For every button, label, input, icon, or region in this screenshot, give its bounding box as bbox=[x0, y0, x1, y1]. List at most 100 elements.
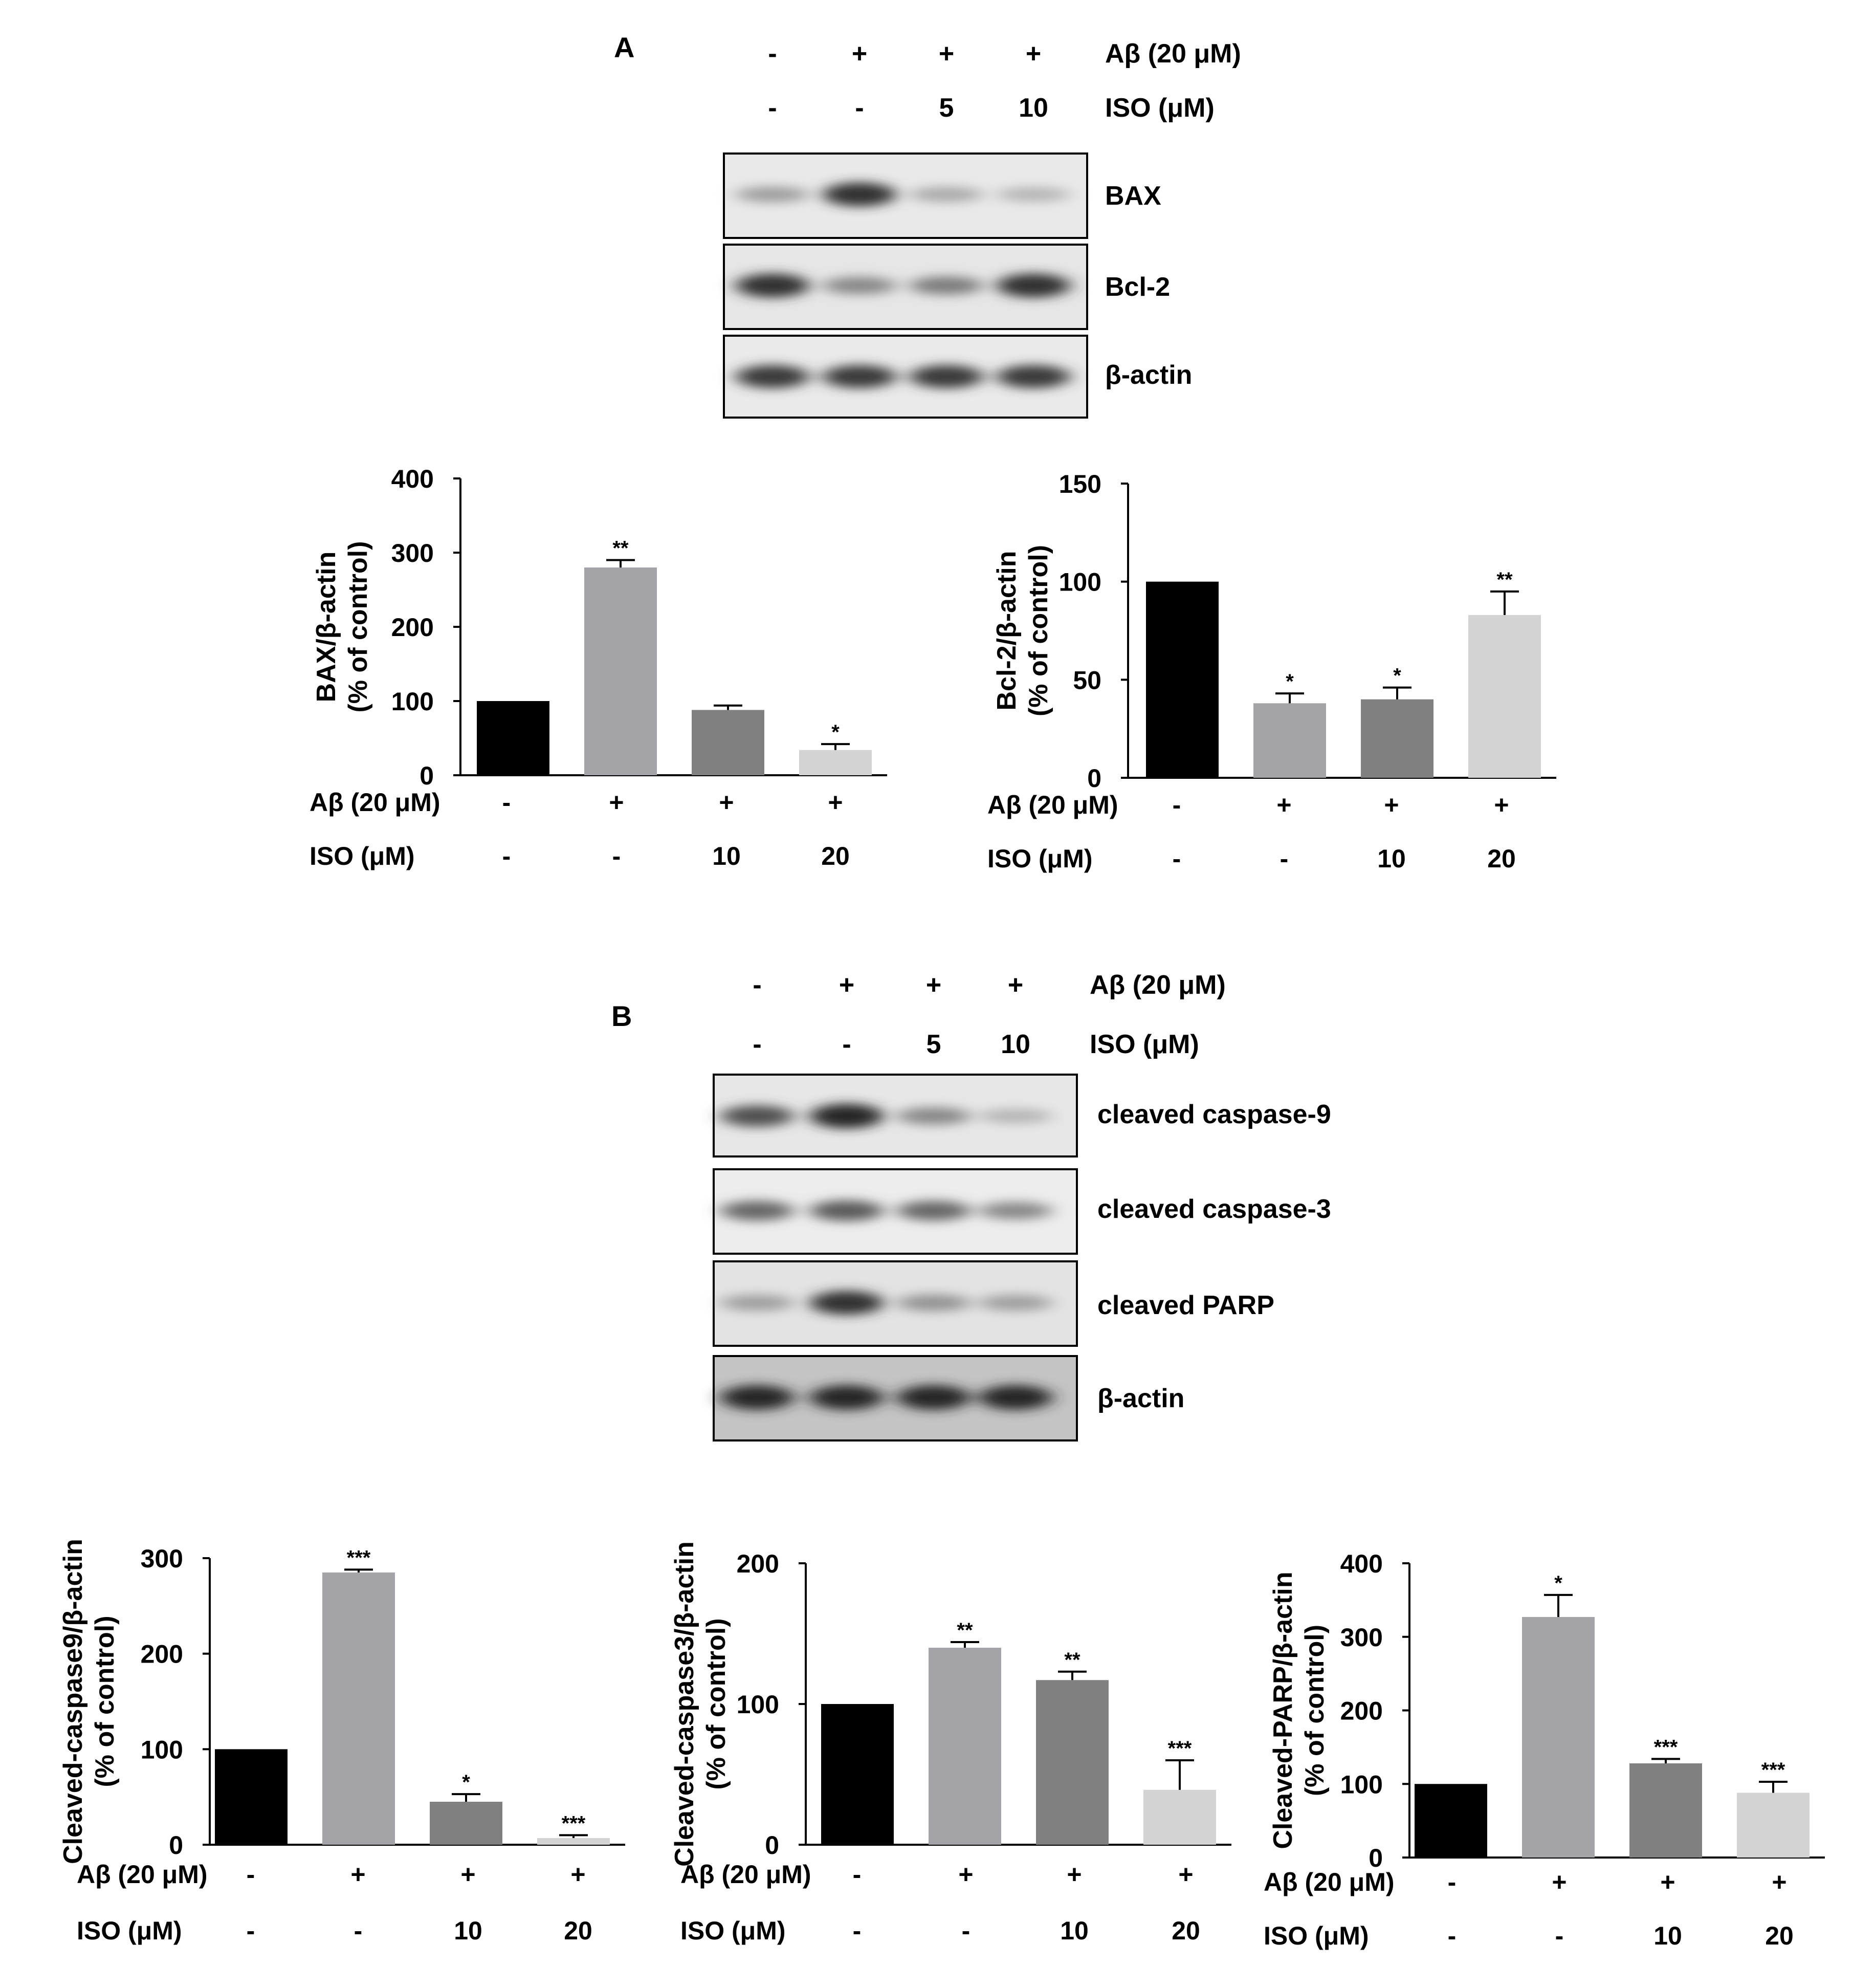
treatment-value: - bbox=[247, 1860, 255, 1889]
blot-band bbox=[897, 1200, 970, 1221]
bar bbox=[929, 1648, 1001, 1845]
blot-a-strip-label: Bcl-2 bbox=[1105, 272, 1170, 302]
bar bbox=[1361, 699, 1433, 778]
blot-band bbox=[810, 1291, 884, 1315]
bar-chart: 0 100 200 300 400 Cleaved-PARP/β-actin(% of c… bbox=[1264, 1549, 1825, 1950]
treatment-value: 20 bbox=[1487, 844, 1516, 873]
blot-band bbox=[810, 1103, 884, 1129]
treatment-value: 20 bbox=[1765, 1921, 1794, 1950]
blot-band bbox=[979, 1201, 1052, 1220]
bar bbox=[477, 701, 549, 775]
bar bbox=[1522, 1616, 1595, 1858]
blot-b-row-1-value: + bbox=[839, 970, 854, 1000]
y-tick-label: 200 bbox=[1340, 1697, 1383, 1725]
y-tick-label: 0 bbox=[765, 1831, 779, 1860]
bar bbox=[799, 750, 872, 775]
treatment-value: + bbox=[1772, 1868, 1786, 1896]
blot-band bbox=[736, 273, 809, 298]
blot-b: - + + + Aβ (20 μM) - - 5 10 ISO (μM) cle… bbox=[713, 970, 1331, 1441]
y-tick-label: 400 bbox=[391, 465, 434, 493]
blot-band bbox=[979, 1295, 1052, 1311]
blot-b-strip-label: cleaved caspase-3 bbox=[1097, 1194, 1331, 1224]
blot-band bbox=[910, 365, 983, 388]
blot-band bbox=[720, 1105, 794, 1127]
treatment-row-label: ISO (μM) bbox=[310, 842, 415, 870]
blot-a: - + + + Aβ (20 μM) - - 5 10 ISO (μM) BAX… bbox=[723, 39, 1241, 419]
blot-band bbox=[997, 273, 1070, 298]
y-axis-label: Cleaved-caspase3/β-actin(% of control) bbox=[670, 1541, 731, 1867]
blot-a-header: - + + + Aβ (20 μM) - - 5 10 ISO (μM) bbox=[768, 39, 1241, 123]
blot-b-row-1-value: - bbox=[753, 970, 761, 1000]
significance-label: *** bbox=[1654, 1736, 1678, 1758]
treatment-value: + bbox=[1552, 1868, 1567, 1896]
bar bbox=[1629, 1763, 1702, 1858]
significance-label: *** bbox=[1761, 1759, 1785, 1781]
significance-label: * bbox=[1554, 1572, 1562, 1594]
treatment-row-label: Aβ (20 μM) bbox=[310, 788, 440, 817]
y-tick-label: 0 bbox=[420, 761, 434, 790]
blot-band bbox=[910, 276, 983, 295]
bar bbox=[1143, 1789, 1216, 1845]
blot-band bbox=[810, 1385, 884, 1410]
blot-b-row-1-label: Aβ (20 μM) bbox=[1090, 970, 1226, 1000]
blot-a-row-1-value: - bbox=[768, 39, 777, 69]
blot-band bbox=[997, 187, 1070, 202]
treatment-value: - bbox=[1173, 791, 1181, 819]
y-tick-label: 200 bbox=[391, 613, 434, 642]
blot-b-strip-label: cleaved PARP bbox=[1097, 1291, 1274, 1320]
treatment-value: + bbox=[570, 1860, 585, 1889]
treatment-row-label: ISO (μM) bbox=[680, 1916, 786, 1945]
y-tick-label: 50 bbox=[1073, 666, 1101, 694]
blot-band bbox=[897, 1385, 970, 1410]
blot-a-strip-label: β-actin bbox=[1105, 360, 1192, 390]
blot-band bbox=[823, 182, 896, 207]
bar bbox=[430, 1802, 502, 1845]
treatment-value: 20 bbox=[821, 842, 850, 870]
treatment-value: - bbox=[853, 1916, 862, 1945]
y-tick-label: 100 bbox=[1059, 568, 1101, 597]
significance-label: *** bbox=[1168, 1737, 1192, 1760]
significance-label: * bbox=[1393, 665, 1401, 687]
blot-b-row-2-value: - bbox=[842, 1030, 851, 1059]
blot-a-row-2-value: 10 bbox=[1019, 93, 1048, 123]
treatment-value: + bbox=[828, 788, 843, 817]
blot-band bbox=[823, 365, 896, 388]
significance-label: *** bbox=[347, 1546, 371, 1569]
y-axis-label: BAX/β-actin(% of control) bbox=[312, 541, 373, 712]
bar bbox=[1737, 1793, 1810, 1858]
significance-label: ** bbox=[957, 1619, 973, 1642]
treatment-value: + bbox=[1384, 791, 1399, 819]
blot-a-row-2-value: - bbox=[855, 93, 864, 123]
significance-label: * bbox=[1286, 670, 1294, 693]
blot-b-strip-label: β-actin bbox=[1097, 1384, 1184, 1413]
panel-a-letter: A bbox=[614, 31, 634, 63]
blot-b-row-2-value: 10 bbox=[1001, 1030, 1030, 1059]
y-tick-label: 200 bbox=[141, 1640, 183, 1669]
treatment-row-label: Aβ (20 μM) bbox=[77, 1860, 208, 1889]
treatment-value: - bbox=[853, 1860, 862, 1889]
blot-band bbox=[810, 1200, 884, 1221]
bar bbox=[821, 1704, 894, 1845]
blot-band bbox=[720, 1200, 794, 1221]
treatment-value: - bbox=[247, 1916, 255, 1945]
treatment-value: 10 bbox=[454, 1916, 482, 1945]
treatment-value: 10 bbox=[1653, 1921, 1682, 1950]
blot-a-row-1-value: + bbox=[939, 39, 954, 69]
treatment-value: + bbox=[350, 1860, 365, 1889]
blot-b-row-2-value: 5 bbox=[927, 1030, 941, 1059]
y-tick-label: 0 bbox=[169, 1831, 183, 1860]
blot-band bbox=[897, 1107, 970, 1125]
treatment-value: - bbox=[502, 842, 511, 870]
treatment-value: + bbox=[1660, 1868, 1675, 1896]
y-tick-label: 0 bbox=[1087, 764, 1101, 793]
treatment-value: 20 bbox=[564, 1916, 592, 1945]
treatment-value: 10 bbox=[712, 842, 741, 870]
significance-label: * bbox=[462, 1771, 470, 1794]
treatment-row-label: Aβ (20 μM) bbox=[987, 791, 1118, 819]
blot-a-row-2-value: 5 bbox=[939, 93, 954, 123]
blot-b-row-2-label: ISO (μM) bbox=[1090, 1030, 1199, 1059]
